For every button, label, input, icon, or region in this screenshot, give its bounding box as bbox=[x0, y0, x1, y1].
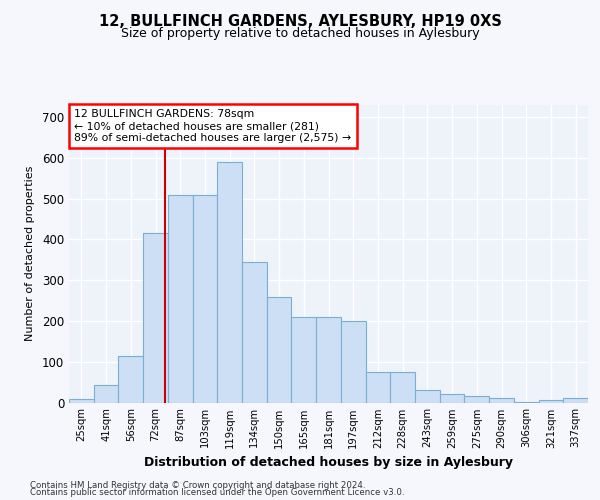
Bar bbox=[193, 196, 217, 402]
Text: Contains public sector information licensed under the Open Government Licence v3: Contains public sector information licen… bbox=[30, 488, 404, 497]
Bar bbox=[94, 386, 118, 402]
Bar bbox=[341, 321, 365, 402]
Text: Size of property relative to detached houses in Aylesbury: Size of property relative to detached ho… bbox=[121, 28, 479, 40]
Bar bbox=[242, 262, 267, 402]
Y-axis label: Number of detached properties: Number of detached properties bbox=[25, 166, 35, 342]
Bar bbox=[316, 317, 341, 402]
Bar bbox=[168, 196, 193, 402]
Text: 12 BULLFINCH GARDENS: 78sqm
← 10% of detached houses are smaller (281)
89% of se: 12 BULLFINCH GARDENS: 78sqm ← 10% of det… bbox=[74, 110, 352, 142]
Bar bbox=[365, 372, 390, 402]
Bar bbox=[69, 399, 94, 402]
Bar bbox=[217, 162, 242, 402]
Bar bbox=[267, 296, 292, 403]
Text: Contains HM Land Registry data © Crown copyright and database right 2024.: Contains HM Land Registry data © Crown c… bbox=[30, 480, 365, 490]
Bar bbox=[292, 317, 316, 402]
Bar bbox=[118, 356, 143, 403]
Bar bbox=[415, 390, 440, 402]
Bar bbox=[440, 394, 464, 402]
Bar bbox=[563, 398, 588, 402]
Bar bbox=[464, 396, 489, 402]
Bar bbox=[539, 400, 563, 402]
X-axis label: Distribution of detached houses by size in Aylesbury: Distribution of detached houses by size … bbox=[144, 456, 513, 469]
Bar bbox=[390, 372, 415, 402]
Bar bbox=[143, 234, 168, 402]
Bar bbox=[489, 398, 514, 402]
Text: 12, BULLFINCH GARDENS, AYLESBURY, HP19 0XS: 12, BULLFINCH GARDENS, AYLESBURY, HP19 0… bbox=[98, 14, 502, 29]
